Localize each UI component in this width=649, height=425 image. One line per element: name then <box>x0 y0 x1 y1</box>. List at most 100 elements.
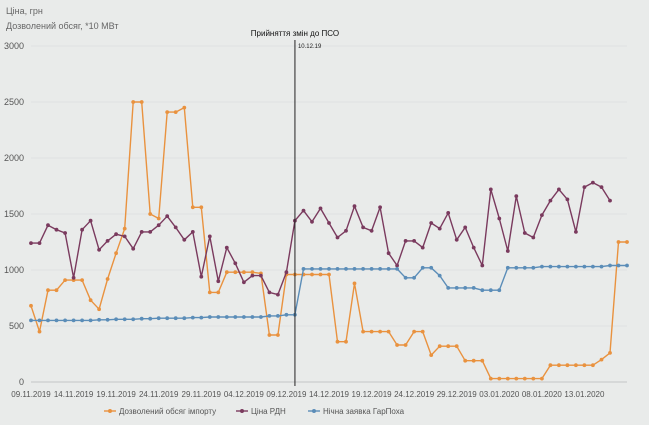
data-point <box>574 363 578 368</box>
data-point <box>352 267 357 271</box>
data-point <box>403 275 408 280</box>
data-point <box>361 225 365 230</box>
data-point <box>369 228 374 233</box>
data-point <box>182 316 187 321</box>
data-point <box>207 315 212 319</box>
data-point <box>420 245 425 250</box>
data-point <box>522 376 527 381</box>
series-2 <box>29 263 629 323</box>
data-point <box>616 240 621 244</box>
data-point <box>267 314 272 318</box>
data-point <box>97 307 101 312</box>
data-point <box>454 344 459 349</box>
data-point <box>182 237 187 242</box>
data-point <box>335 235 340 240</box>
data-point <box>105 317 110 322</box>
data-point <box>591 264 595 269</box>
data-point <box>557 187 561 192</box>
data-point <box>522 231 527 235</box>
data-point <box>497 216 502 221</box>
data-point <box>242 270 246 275</box>
data-point <box>454 286 459 290</box>
data-point <box>199 205 204 210</box>
data-point <box>599 185 604 190</box>
data-point <box>335 267 340 271</box>
data-point <box>505 376 510 381</box>
data-point <box>420 329 425 334</box>
data-point <box>540 213 544 218</box>
data-point <box>386 329 391 334</box>
data-point <box>531 235 536 240</box>
data-point <box>497 376 502 381</box>
data-point <box>454 237 459 242</box>
data-point <box>54 318 59 323</box>
data-point <box>412 329 416 334</box>
data-point <box>386 251 391 256</box>
y-tick-label: 1000 <box>4 265 24 275</box>
data-point <box>259 273 263 278</box>
data-point <box>429 221 434 225</box>
data-point <box>63 318 67 323</box>
data-point <box>37 318 42 323</box>
data-point <box>46 318 50 323</box>
data-point <box>446 211 451 215</box>
data-point <box>301 208 306 213</box>
data-point <box>224 315 229 319</box>
data-point <box>591 363 595 368</box>
data-point <box>242 280 246 285</box>
data-point <box>63 231 67 235</box>
legend-label: Ціна РДН <box>251 407 286 416</box>
data-point <box>403 239 408 243</box>
data-point <box>344 339 348 344</box>
data-point <box>267 290 272 295</box>
x-tick-label: 14.11.2019 <box>54 390 94 399</box>
data-point <box>352 281 357 286</box>
data-point <box>369 267 374 271</box>
data-point <box>216 279 221 284</box>
data-point <box>540 264 544 269</box>
data-point <box>497 288 502 293</box>
data-point <box>429 265 434 270</box>
data-point <box>276 292 280 297</box>
data-point <box>557 264 561 269</box>
data-point <box>207 234 212 239</box>
data-point <box>54 227 59 232</box>
data-point <box>216 290 221 295</box>
data-point <box>352 204 357 209</box>
data-point <box>361 329 365 334</box>
data-point <box>224 270 229 275</box>
data-point <box>480 288 485 293</box>
data-point <box>139 230 144 234</box>
data-point <box>327 221 331 225</box>
data-point <box>608 198 612 203</box>
data-point <box>122 226 127 231</box>
data-point <box>437 273 442 278</box>
data-point <box>318 267 323 271</box>
chart-title-line-2: Дозволений обсяг, *10 МВт <box>6 21 118 31</box>
x-tick-label: 09.12.2019 <box>266 390 307 399</box>
data-point <box>574 264 578 269</box>
data-point <box>233 270 238 275</box>
data-point <box>437 344 442 349</box>
data-point <box>599 264 604 269</box>
data-point <box>310 219 314 224</box>
data-point <box>395 343 399 347</box>
data-point <box>190 230 195 234</box>
data-point <box>565 363 570 368</box>
data-point <box>565 197 570 202</box>
data-point <box>599 357 604 362</box>
data-point <box>591 180 595 185</box>
data-point <box>165 316 170 321</box>
data-point <box>505 249 510 253</box>
data-point <box>488 187 493 192</box>
data-point <box>548 363 553 368</box>
data-point <box>557 363 561 368</box>
data-point <box>608 351 612 355</box>
data-point <box>148 212 153 216</box>
legend-label: Дозволений обсяг імпорту <box>119 407 216 416</box>
y-tick-label: 500 <box>9 321 24 331</box>
policy-change-label: Прийняття змін до ПСО <box>251 29 339 38</box>
data-point <box>250 270 255 275</box>
data-point <box>105 277 110 281</box>
